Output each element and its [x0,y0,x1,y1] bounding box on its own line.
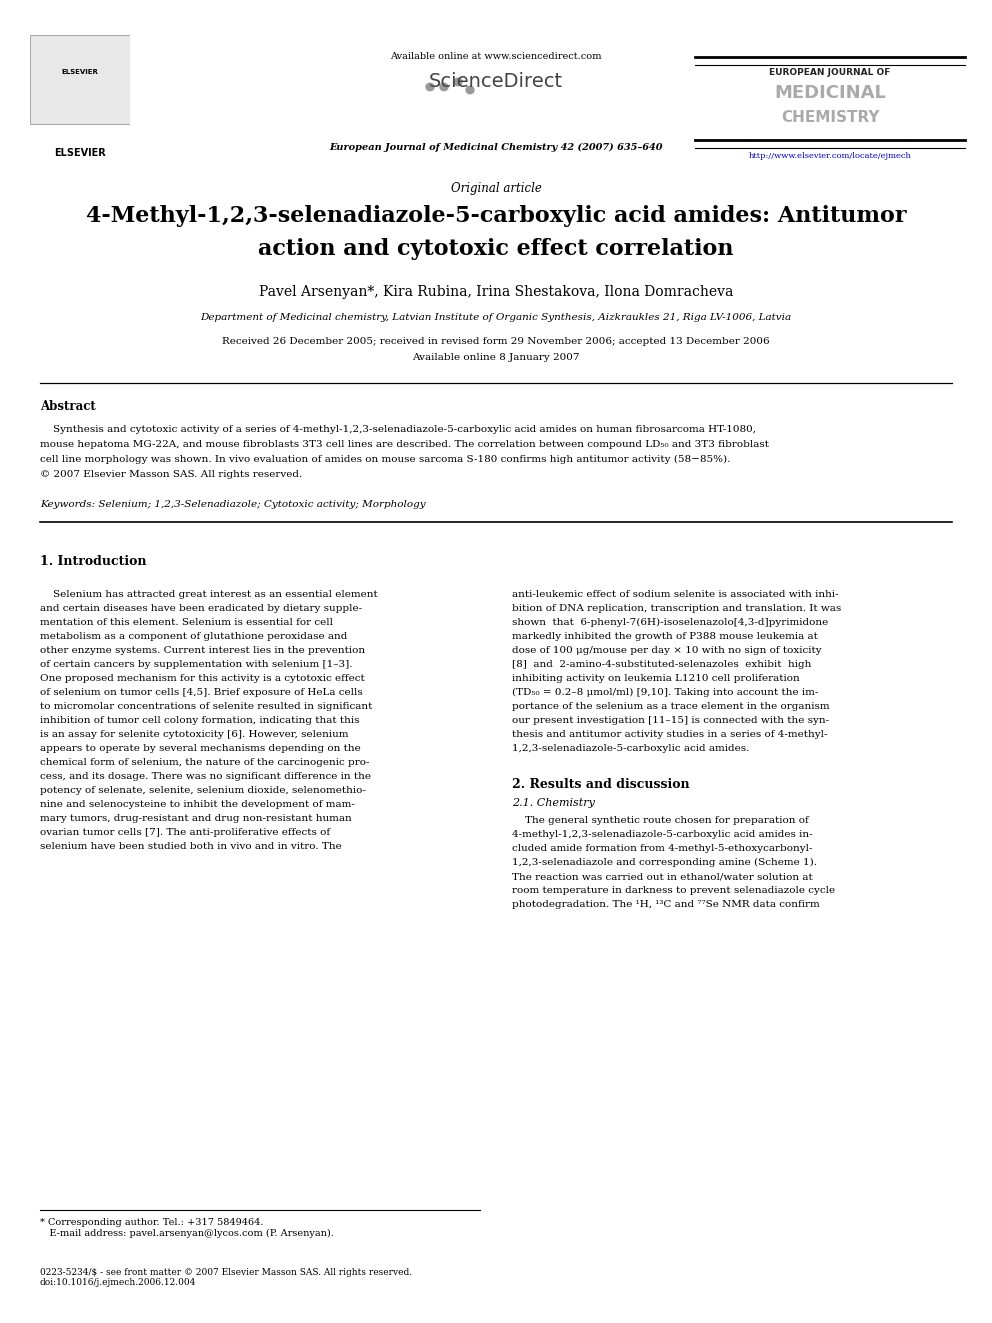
Text: European Journal of Medicinal Chemistry 42 (2007) 635–640: European Journal of Medicinal Chemistry … [329,143,663,152]
Text: 4-Methyl-1,2,3-selenadiazole-5-carboxylic acid amides: Antitumor: 4-Methyl-1,2,3-selenadiazole-5-carboxyli… [85,205,907,228]
Text: MEDICINAL: MEDICINAL [774,83,886,102]
Text: nine and selenocysteine to inhibit the development of mam-: nine and selenocysteine to inhibit the d… [40,800,355,808]
Text: photodegradation. The ¹H, ¹³C and ⁷⁷Se NMR data confirm: photodegradation. The ¹H, ¹³C and ⁷⁷Se N… [512,900,819,909]
Text: 2.1. Chemistry: 2.1. Chemistry [512,798,595,808]
Text: portance of the selenium as a trace element in the organism: portance of the selenium as a trace elem… [512,703,829,710]
Text: inhibiting activity on leukemia L1210 cell proliferation: inhibiting activity on leukemia L1210 ce… [512,673,800,683]
Text: Pavel Arsenyan*, Kira Rubina, Irina Shestakova, Ilona Domracheva: Pavel Arsenyan*, Kira Rubina, Irina Shes… [259,284,733,299]
Text: room temperature in darkness to prevent selenadiazole cycle: room temperature in darkness to prevent … [512,886,835,894]
Text: (TD₅₀ = 0.2–8 μmol/ml) [9,10]. Taking into account the im-: (TD₅₀ = 0.2–8 μmol/ml) [9,10]. Taking in… [512,688,818,697]
Text: Synthesis and cytotoxic activity of a series of 4-methyl-1,2,3-selenadiazole-5-c: Synthesis and cytotoxic activity of a se… [40,425,756,434]
Text: shown  that  6-phenyl-7(6H)-isoselenazolo[4,3-d]pyrimidone: shown that 6-phenyl-7(6H)-isoselenazolo[… [512,618,828,627]
Text: http://www.elsevier.com/locate/ejmech: http://www.elsevier.com/locate/ejmech [749,152,912,160]
Text: and certain diseases have been eradicated by dietary supple-: and certain diseases have been eradicate… [40,605,362,613]
Circle shape [466,86,474,94]
Text: mentation of this element. Selenium is essential for cell: mentation of this element. Selenium is e… [40,618,333,627]
Text: chemical form of selenium, the nature of the carcinogenic pro-: chemical form of selenium, the nature of… [40,758,369,767]
Bar [30,34,130,124]
Text: 1,2,3-selenadiazole-5-carboxylic acid amides.: 1,2,3-selenadiazole-5-carboxylic acid am… [512,744,749,753]
Text: mouse hepatoma MG-22A, and mouse fibroblasts 3T3 cell lines are described. The c: mouse hepatoma MG-22A, and mouse fibrobl… [40,441,769,448]
Text: other enzyme systems. Current interest lies in the prevention: other enzyme systems. Current interest l… [40,646,365,655]
Text: The general synthetic route chosen for preparation of: The general synthetic route chosen for p… [512,816,808,826]
Circle shape [440,83,448,91]
Text: thesis and antitumor activity studies in a series of 4-methyl-: thesis and antitumor activity studies in… [512,730,827,740]
Text: bition of DNA replication, transcription and translation. It was: bition of DNA replication, transcription… [512,605,841,613]
Text: One proposed mechanism for this activity is a cytotoxic effect: One proposed mechanism for this activity… [40,673,365,683]
Text: EUROPEAN JOURNAL OF: EUROPEAN JOURNAL OF [770,67,891,77]
Text: CHEMISTRY: CHEMISTRY [781,110,879,124]
Text: selenium have been studied both in vivo and in vitro. The: selenium have been studied both in vivo … [40,841,342,851]
Text: is an assay for selenite cytotoxicity [6]. However, selenium: is an assay for selenite cytotoxicity [6… [40,730,348,740]
Circle shape [454,78,462,86]
Text: action and cytotoxic effect correlation: action and cytotoxic effect correlation [258,238,734,261]
Text: cluded amide formation from 4-methyl-5-ethoxycarbonyl-: cluded amide formation from 4-methyl-5-e… [512,844,812,853]
Text: Available online 8 January 2007: Available online 8 January 2007 [413,353,579,363]
Text: Department of Medicinal chemistry, Latvian Institute of Organic Synthesis, Aizkr: Department of Medicinal chemistry, Latvi… [200,314,792,321]
Text: of certain cancers by supplementation with selenium [1–3].: of certain cancers by supplementation wi… [40,660,352,669]
Text: [8]  and  2-amino-4-substituted-selenazoles  exhibit  high: [8] and 2-amino-4-substituted-selenazole… [512,660,811,669]
Text: The reaction was carried out in ethanol/water solution at: The reaction was carried out in ethanol/… [512,872,812,881]
Text: cell line morphology was shown. In vivo evaluation of amides on mouse sarcoma S-: cell line morphology was shown. In vivo … [40,455,730,464]
Text: of selenium on tumor cells [4,5]. Brief exposure of HeLa cells: of selenium on tumor cells [4,5]. Brief … [40,688,363,697]
Text: ELSEVIER: ELSEVIER [55,148,106,157]
Text: 2. Results and discussion: 2. Results and discussion [512,778,689,791]
Text: dose of 100 μg/mouse per day × 10 with no sign of toxicity: dose of 100 μg/mouse per day × 10 with n… [512,646,821,655]
Text: ELSEVIER: ELSEVIER [62,69,98,75]
Text: Abstract: Abstract [40,400,96,413]
Text: mary tumors, drug-resistant and drug non-resistant human: mary tumors, drug-resistant and drug non… [40,814,352,823]
Text: anti-leukemic effect of sodium selenite is associated with inhi-: anti-leukemic effect of sodium selenite … [512,590,838,599]
Text: potency of selenate, selenite, selenium dioxide, selenomethio-: potency of selenate, selenite, selenium … [40,786,366,795]
Text: inhibition of tumor cell colony formation, indicating that this: inhibition of tumor cell colony formatio… [40,716,359,725]
Text: ScienceDirect: ScienceDirect [429,71,563,91]
Text: Original article: Original article [450,183,542,194]
Text: our present investigation [11–15] is connected with the syn-: our present investigation [11–15] is con… [512,716,829,725]
Text: 0223-5234/$ - see front matter © 2007 Elsevier Masson SAS. All rights reserved.
: 0223-5234/$ - see front matter © 2007 El… [40,1267,412,1287]
Text: cess, and its dosage. There was no significant difference in the: cess, and its dosage. There was no signi… [40,773,371,781]
Text: 1. Introduction: 1. Introduction [40,556,147,568]
Text: markedly inhibited the growth of P388 mouse leukemia at: markedly inhibited the growth of P388 mo… [512,632,817,642]
Circle shape [426,83,434,91]
Text: Available online at www.sciencedirect.com: Available online at www.sciencedirect.co… [390,52,602,61]
Text: to micromolar concentrations of selenite resulted in significant: to micromolar concentrations of selenite… [40,703,372,710]
Text: Keywords: Selenium; 1,2,3-Selenadiazole; Cytotoxic activity; Morphology: Keywords: Selenium; 1,2,3-Selenadiazole;… [40,500,426,509]
Text: ovarian tumor cells [7]. The anti-proliferative effects of: ovarian tumor cells [7]. The anti-prolif… [40,828,330,837]
Text: appears to operate by several mechanisms depending on the: appears to operate by several mechanisms… [40,744,361,753]
Text: 4-methyl-1,2,3-selenadiazole-5-carboxylic acid amides in-: 4-methyl-1,2,3-selenadiazole-5-carboxyli… [512,830,812,839]
Text: metabolism as a component of glutathione peroxidase and: metabolism as a component of glutathione… [40,632,347,642]
Text: Selenium has attracted great interest as an essential element: Selenium has attracted great interest as… [40,590,378,599]
Text: 1,2,3-selenadiazole and corresponding amine (Scheme 1).: 1,2,3-selenadiazole and corresponding am… [512,859,817,867]
Text: * Corresponding author. Tel.: +317 5849464.
   E-mail address: pavel.arsenyan@ly: * Corresponding author. Tel.: +317 58494… [40,1218,334,1237]
Text: Received 26 December 2005; received in revised form 29 November 2006; accepted 1: Received 26 December 2005; received in r… [222,337,770,347]
Text: © 2007 Elsevier Masson SAS. All rights reserved.: © 2007 Elsevier Masson SAS. All rights r… [40,470,303,479]
